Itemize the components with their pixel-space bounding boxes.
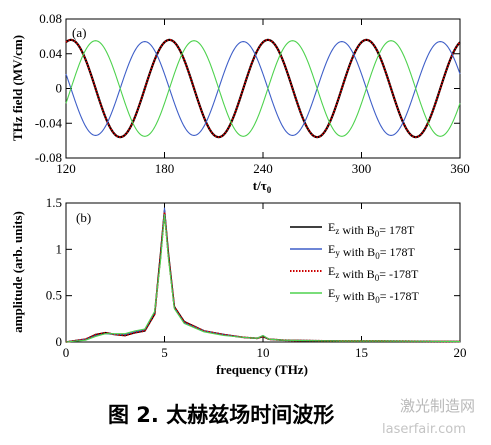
watermark-url: laserfair.com bbox=[382, 422, 466, 437]
panel-a-x-ticks: 120 180 240 300 360 bbox=[56, 19, 470, 176]
b-x-tick-label: 20 bbox=[454, 345, 467, 360]
a-x-tick-label: 120 bbox=[56, 161, 76, 176]
a-y-tick-label: 0 bbox=[56, 81, 63, 96]
a-x-tick-label: 180 bbox=[155, 161, 175, 176]
b-y-tick-label: 0 bbox=[56, 334, 63, 349]
b-x-tick-label: 10 bbox=[257, 345, 270, 360]
legend-entry-0: Ez with B0= 178T bbox=[328, 220, 415, 239]
legend-entry-2: Ez with B0= -178T bbox=[328, 264, 419, 283]
panel-b-y-axis-label: amplitude (arb. units) bbox=[10, 211, 25, 333]
panel-a-series-line-2 bbox=[65, 41, 461, 136]
legend-entry-2-name: E bbox=[328, 264, 335, 278]
b-y-tick-label: 0.5 bbox=[46, 288, 62, 303]
a-x-tick-label: 300 bbox=[352, 161, 372, 176]
legend-entry-3-name: E bbox=[328, 286, 335, 300]
b-x-tick-label: 5 bbox=[161, 345, 168, 360]
panel-b-series bbox=[65, 207, 461, 343]
figure-caption: 图 2. 太赫兹场时间波形 bbox=[108, 403, 334, 427]
a-x-tick-label: 240 bbox=[253, 161, 273, 176]
legend-entry-2-name-tail-sub: 0 bbox=[375, 273, 380, 283]
panel-a-frame bbox=[65, 18, 461, 159]
b-y-tick-label: 1 bbox=[56, 241, 63, 256]
a-x-tick-label: 360 bbox=[450, 161, 470, 176]
a-y-tick-label: -0.04 bbox=[35, 115, 63, 130]
legend-entry-2-name-tail: with B bbox=[339, 267, 374, 281]
panel-b-spectrum: 1.5 1 0.5 0 0 5 10 15 20 (b) amplitude (arb. un… bbox=[10, 195, 467, 377]
b-x-tick-label: 15 bbox=[355, 345, 368, 360]
legend-entry-1-name-sub: y bbox=[335, 248, 340, 258]
a-y-tick-label: 0.08 bbox=[39, 11, 62, 26]
legend-entry-0-name: E bbox=[328, 220, 335, 234]
legend-entry-3-name-tail: with B bbox=[340, 289, 375, 303]
panel-b-x-axis-label: frequency (THz) bbox=[216, 362, 308, 377]
b-x-tick-label: 0 bbox=[63, 345, 70, 360]
panel-a-series-line-0 bbox=[65, 38, 461, 139]
panel-a-series bbox=[65, 38, 461, 139]
watermark-cn: 激光制造网 bbox=[400, 397, 475, 415]
panel-b-series-line-3 bbox=[65, 214, 461, 343]
legend-entry-1-name-end: = 178T bbox=[380, 245, 416, 259]
panel-a-y-axis-label: THz field (MV/cm) bbox=[10, 35, 25, 141]
legend-entry-3-name-sub: y bbox=[335, 292, 340, 302]
legend-entry-1-name: E bbox=[328, 242, 335, 256]
panel-b-x-ticks: 0 5 10 15 20 bbox=[63, 203, 467, 360]
legend-entry-0-name-end: = 178T bbox=[379, 223, 415, 237]
b-y-tick-label: 1.5 bbox=[46, 195, 62, 210]
legend-entry-3-name-tail-sub: 0 bbox=[375, 295, 380, 305]
panel-b-y-ticks: 1.5 1 0.5 0 bbox=[46, 195, 460, 349]
legend-entry-0-name-sub: z bbox=[335, 226, 339, 236]
panel-b-label: (b) bbox=[76, 210, 91, 225]
panel-a-x-axis-label-main: t/τ bbox=[253, 178, 267, 193]
panel-a-x-axis-label-sub: 0 bbox=[267, 185, 272, 195]
legend-entry-1-name-tail-sub: 0 bbox=[375, 251, 380, 261]
legend-entry-1-name-tail: with B bbox=[340, 245, 375, 259]
panel-a-time-waveform: 0.080.040-0.04-0.08 120 180 240 300 360 (a) … bbox=[10, 11, 470, 195]
legend-entry-2-name-end: = -178T bbox=[379, 267, 419, 281]
legend-entry-3-name-end: = -178T bbox=[380, 289, 420, 303]
panel-a-y-ticks: 0.08 0.04 0 -0.04 -0.08 bbox=[35, 11, 460, 165]
panel-a-label: (a) bbox=[72, 25, 86, 40]
panel-a-x-axis-label: t/τ0 bbox=[253, 178, 272, 195]
legend-entry-3: Ey with B0= -178T bbox=[328, 286, 419, 305]
legend-entry-2-name-sub: z bbox=[335, 270, 339, 280]
panel-a-series-line-1 bbox=[65, 38, 461, 139]
legend-entry-0-name-tail-sub: 0 bbox=[375, 229, 380, 239]
panel-b-series-line-2 bbox=[65, 212, 461, 343]
legend-entry-1: Ey with B0= 178T bbox=[328, 242, 415, 261]
a-y-tick-label: -0.08 bbox=[35, 150, 62, 165]
a-y-tick-label: 0.04 bbox=[39, 46, 62, 61]
panel-a-series-line-3 bbox=[65, 40, 461, 137]
legend-entry-0-name-tail: with B bbox=[339, 223, 374, 237]
